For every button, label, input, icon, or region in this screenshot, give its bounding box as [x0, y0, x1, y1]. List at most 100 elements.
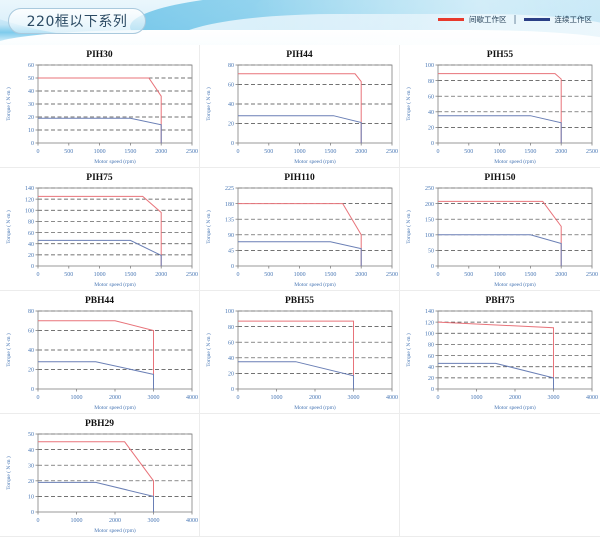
chart-cell-pih30: PIH30 0 500 1000 1500 2000 2500 0 10 20 30 40 50 60 Mo…	[0, 45, 200, 168]
svg-text:200: 200	[425, 202, 434, 208]
x-axis-label: Motor speed (rpm)	[494, 404, 536, 411]
series-line-intermittent	[238, 73, 362, 143]
series-line-continuous	[238, 115, 362, 143]
chart-cell-pih55: PIH55 0 500 1000 1500 2000 2500 0 20 40 60 80 100 Mot…	[400, 45, 600, 168]
svg-text:20: 20	[28, 115, 34, 121]
svg-text:80: 80	[228, 63, 234, 69]
chart-title: PIH75	[86, 173, 113, 183]
svg-text:2500: 2500	[586, 149, 598, 155]
chart-plot: 0 500 1000 1500 2000 2500 0 20 40 60 80 100 120 140 Mo…	[0, 168, 200, 291]
svg-text:135: 135	[225, 217, 234, 223]
y-axis-label: Torque ( N·m )	[5, 87, 12, 121]
chart-cell-empty	[200, 414, 400, 537]
svg-text:0: 0	[431, 141, 434, 147]
svg-text:20: 20	[28, 479, 34, 485]
svg-text:20: 20	[428, 376, 434, 382]
svg-text:0: 0	[31, 510, 34, 516]
svg-text:2000: 2000	[109, 518, 121, 524]
y-axis: 0 10 20 30 40 50 60	[28, 63, 38, 147]
chart-cell-pbh75: PBH75 0 1000 2000 3000 4000 0 20 40 60 80 100 120 140…	[400, 291, 600, 414]
y-axis-label: Torque ( N·m )	[205, 87, 212, 121]
svg-text:45: 45	[228, 249, 234, 255]
series-line-continuous	[38, 239, 162, 266]
y-axis: 0 20 40 60 80	[28, 309, 38, 393]
svg-text:10: 10	[28, 495, 34, 501]
chart-cell-pih110: PIH110 0 500 1000 1500 2000 2500 0 45 90 135 180 225…	[200, 168, 400, 291]
svg-text:2000: 2000	[109, 395, 121, 401]
svg-text:1500: 1500	[524, 149, 536, 155]
svg-text:1000: 1000	[94, 149, 106, 155]
svg-text:1000: 1000	[494, 149, 506, 155]
svg-text:0: 0	[31, 387, 34, 393]
page-title: 220框以下系列	[26, 14, 128, 30]
chart-plot: 0 1000 2000 3000 4000 0 20 40 60 80 100 120 140 Motor…	[400, 291, 600, 414]
x-axis-label: Motor speed (rpm)	[494, 158, 536, 165]
header-wave-bottom	[0, 30, 600, 45]
gridlines	[238, 187, 392, 251]
svg-text:1500: 1500	[324, 149, 336, 155]
svg-text:1000: 1000	[94, 272, 106, 278]
chart-title: PIH55	[486, 50, 514, 60]
chart-cell-pbh55: PBH55 0 1000 2000 3000 4000 0 20 40 60 80 100 Motor …	[200, 291, 400, 414]
gridlines	[38, 187, 192, 256]
legend: 间歇工作区 | 连续工作区	[437, 14, 592, 25]
x-axis-label: Motor speed (rpm)	[94, 404, 136, 411]
svg-text:80: 80	[428, 343, 434, 349]
series-line-continuous	[38, 361, 154, 389]
series-line-intermittent	[438, 73, 562, 143]
y-axis: 0 20 40 60 80 100 120 140	[25, 186, 38, 270]
x-axis-label: Motor speed (rpm)	[294, 281, 336, 288]
y-axis-label: Torque ( N·m )	[205, 333, 212, 367]
svg-text:140: 140	[25, 186, 34, 192]
x-axis-label: Motor speed (rpm)	[94, 281, 136, 288]
svg-text:4000: 4000	[186, 518, 198, 524]
chart-title: PBH75	[485, 296, 515, 306]
gridlines	[438, 64, 592, 128]
series-line-intermittent	[438, 200, 562, 266]
gridlines	[238, 310, 392, 374]
y-axis: 0 20 40 60 80 100	[425, 63, 438, 147]
chart-cell-pih75: PIH75 0 500 1000 1500 2000 2500 0 20 40 60 80 100 120…	[0, 168, 200, 291]
svg-text:60: 60	[428, 354, 434, 360]
series-line-intermittent	[38, 441, 154, 512]
x-axis: 0 500 1000 1500 2000 2500	[237, 266, 398, 278]
y-axis-label: Torque ( N·m )	[205, 210, 212, 244]
svg-text:500: 500	[264, 272, 273, 278]
svg-text:0: 0	[37, 395, 40, 401]
x-axis: 0 500 1000 1500 2000 2500	[437, 266, 598, 278]
x-axis-label: Motor speed (rpm)	[94, 158, 136, 165]
svg-text:80: 80	[28, 220, 34, 226]
svg-text:100: 100	[225, 309, 234, 315]
svg-text:1000: 1000	[471, 395, 483, 401]
series-line-intermittent	[437, 321, 554, 389]
svg-text:2000: 2000	[555, 149, 567, 155]
svg-text:90: 90	[228, 233, 234, 239]
svg-text:100: 100	[425, 63, 434, 69]
svg-text:1000: 1000	[494, 272, 506, 278]
svg-text:20: 20	[28, 253, 34, 259]
y-axis-label: Torque ( N·m )	[5, 456, 12, 490]
x-axis: 0 500 1000 1500 2000 2500	[37, 266, 198, 278]
svg-text:40: 40	[228, 102, 234, 108]
svg-text:120: 120	[25, 197, 34, 203]
svg-text:3000: 3000	[148, 395, 160, 401]
svg-text:10: 10	[28, 128, 34, 134]
series-line-continuous	[438, 234, 562, 266]
svg-text:1000: 1000	[294, 272, 306, 278]
svg-text:4000: 4000	[586, 395, 598, 401]
svg-text:20: 20	[228, 372, 234, 378]
svg-text:0: 0	[37, 149, 40, 155]
svg-text:60: 60	[428, 94, 434, 100]
legend-line-red	[437, 18, 464, 21]
x-axis: 0 500 1000 1500 2000 2500	[237, 143, 398, 155]
svg-text:0: 0	[37, 272, 40, 278]
svg-text:150: 150	[425, 217, 434, 223]
series-line-intermittent	[38, 195, 162, 266]
chart-plot: 0 500 1000 1500 2000 2500 0 10 20 30 40 50 60 Motor s…	[0, 45, 200, 168]
plot-frame	[437, 187, 593, 267]
svg-text:120: 120	[425, 320, 434, 326]
svg-text:60: 60	[28, 329, 34, 335]
svg-text:250: 250	[425, 186, 434, 192]
chart-plot: 0 1000 2000 3000 4000 0 20 40 60 80 Motor speed (r…	[0, 291, 200, 414]
svg-text:0: 0	[231, 141, 234, 147]
